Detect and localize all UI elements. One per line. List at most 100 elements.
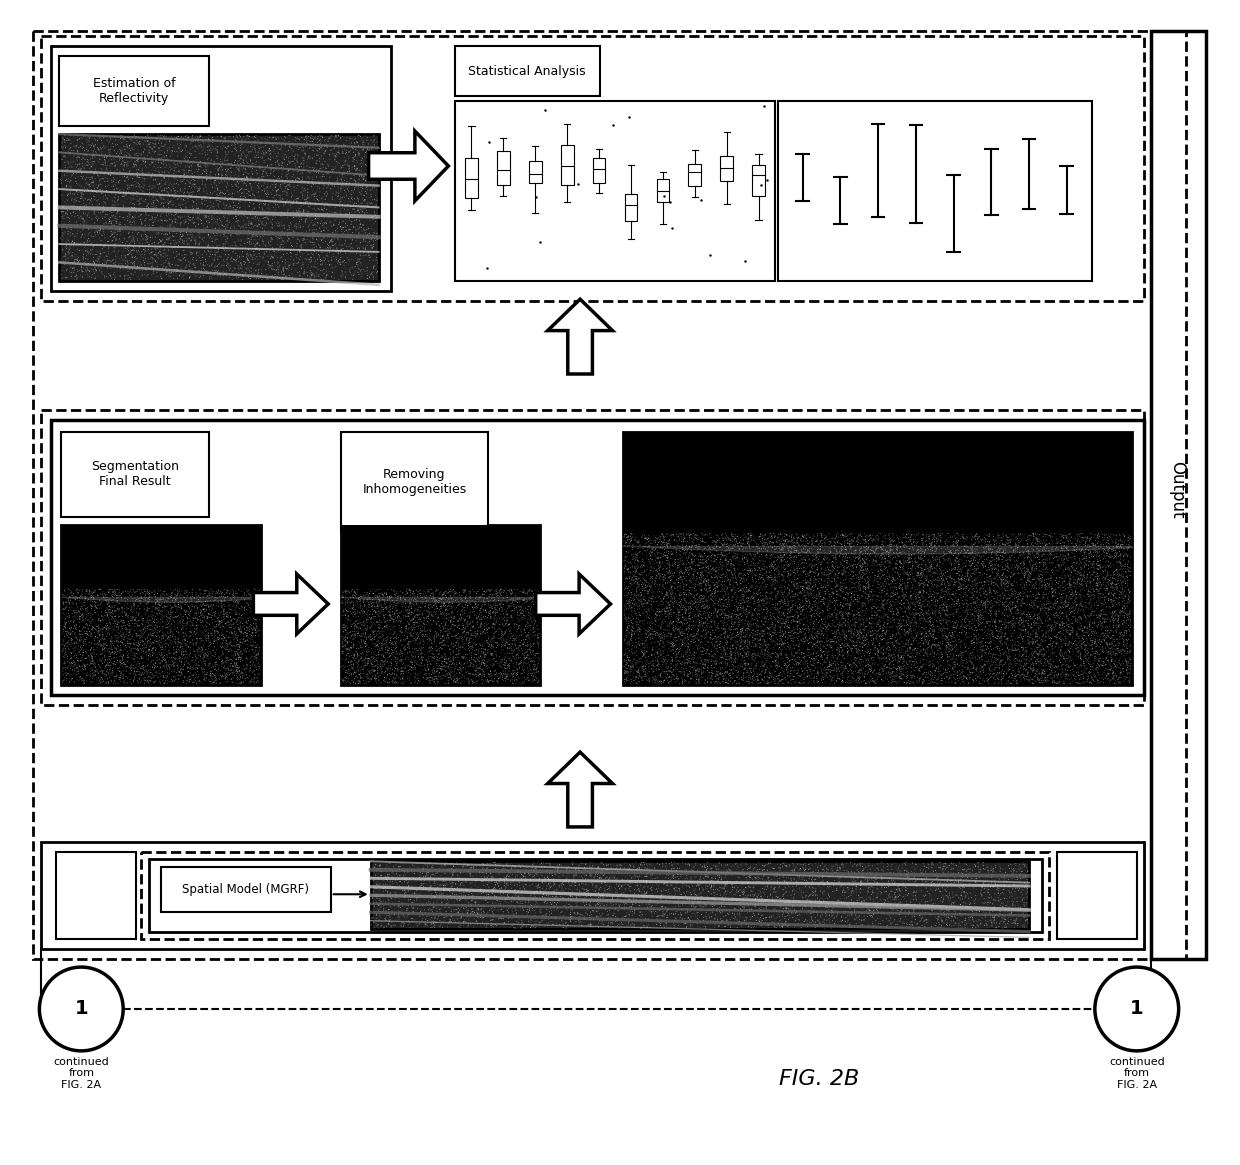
Point bbox=[1004, 564, 1024, 582]
Point bbox=[151, 141, 171, 160]
Point bbox=[53, 593, 73, 612]
Point bbox=[719, 562, 739, 580]
Point bbox=[454, 898, 474, 917]
Point bbox=[232, 144, 252, 163]
Point bbox=[825, 617, 844, 636]
Point bbox=[706, 589, 725, 608]
Point bbox=[889, 551, 909, 570]
Point bbox=[1034, 557, 1054, 576]
Point bbox=[1009, 584, 1029, 602]
Point bbox=[200, 671, 219, 690]
Point bbox=[303, 149, 322, 168]
Point bbox=[940, 596, 960, 615]
Point bbox=[418, 652, 438, 671]
Point bbox=[203, 139, 223, 157]
Point bbox=[956, 623, 976, 642]
Point bbox=[314, 143, 334, 162]
Point bbox=[711, 638, 730, 657]
Point bbox=[153, 641, 172, 659]
Point bbox=[227, 636, 247, 655]
Point bbox=[228, 648, 248, 666]
Point bbox=[501, 594, 521, 613]
Point bbox=[661, 525, 681, 544]
Point bbox=[889, 880, 909, 898]
Point bbox=[919, 592, 939, 610]
Point bbox=[751, 912, 771, 931]
Point bbox=[1075, 635, 1095, 654]
Point bbox=[636, 571, 656, 589]
Point bbox=[838, 640, 858, 658]
Point bbox=[980, 551, 999, 570]
Point bbox=[154, 155, 174, 174]
Point bbox=[729, 539, 749, 558]
Point bbox=[849, 902, 869, 920]
Point bbox=[97, 614, 117, 633]
Point bbox=[470, 624, 490, 643]
Point bbox=[362, 869, 382, 888]
Point bbox=[826, 545, 846, 564]
Point bbox=[851, 525, 870, 544]
Point bbox=[93, 220, 113, 239]
Point bbox=[823, 584, 843, 602]
Point bbox=[910, 651, 930, 670]
Point bbox=[866, 654, 885, 672]
Point bbox=[198, 241, 218, 260]
Point bbox=[506, 629, 526, 648]
Point bbox=[973, 608, 993, 627]
Point bbox=[930, 899, 950, 918]
Point bbox=[693, 642, 713, 661]
Point bbox=[57, 191, 77, 210]
Point bbox=[258, 149, 278, 168]
Point bbox=[906, 564, 926, 582]
Point bbox=[482, 631, 502, 650]
Point bbox=[381, 888, 401, 906]
Point bbox=[1004, 572, 1024, 591]
Point bbox=[849, 633, 869, 651]
Point bbox=[145, 167, 165, 185]
Point bbox=[682, 658, 702, 677]
Point bbox=[124, 630, 144, 649]
Point bbox=[991, 628, 1011, 647]
Point bbox=[672, 600, 692, 619]
Point bbox=[144, 199, 164, 218]
Point bbox=[492, 862, 512, 881]
Point bbox=[351, 261, 371, 280]
Point bbox=[955, 542, 975, 560]
Point bbox=[888, 585, 908, 603]
Point bbox=[952, 592, 972, 610]
Point bbox=[218, 651, 238, 670]
Point bbox=[143, 643, 162, 662]
Point bbox=[854, 629, 874, 648]
Point bbox=[775, 531, 795, 550]
Point bbox=[683, 630, 703, 649]
Point bbox=[460, 861, 480, 880]
Point bbox=[857, 537, 877, 556]
Point bbox=[1100, 525, 1120, 544]
Point bbox=[507, 663, 527, 682]
Point bbox=[521, 616, 541, 635]
Point bbox=[868, 882, 888, 901]
Point bbox=[1094, 652, 1114, 671]
Point bbox=[1006, 882, 1025, 901]
Point bbox=[724, 878, 744, 897]
Point bbox=[709, 596, 729, 615]
Point bbox=[1083, 631, 1102, 650]
Point bbox=[859, 613, 879, 631]
Point bbox=[636, 529, 656, 548]
Point bbox=[186, 658, 206, 677]
Point bbox=[813, 565, 833, 584]
Point bbox=[463, 905, 482, 924]
Point bbox=[115, 603, 135, 622]
Point bbox=[668, 864, 688, 883]
Point bbox=[140, 610, 160, 629]
Point bbox=[164, 193, 184, 212]
Point bbox=[709, 638, 729, 657]
Point bbox=[1047, 652, 1066, 671]
Point bbox=[1085, 644, 1105, 663]
Point bbox=[913, 875, 932, 894]
Point bbox=[972, 593, 992, 612]
Point bbox=[528, 601, 548, 620]
Point bbox=[398, 882, 418, 901]
Point bbox=[959, 623, 978, 642]
Point bbox=[451, 896, 471, 915]
